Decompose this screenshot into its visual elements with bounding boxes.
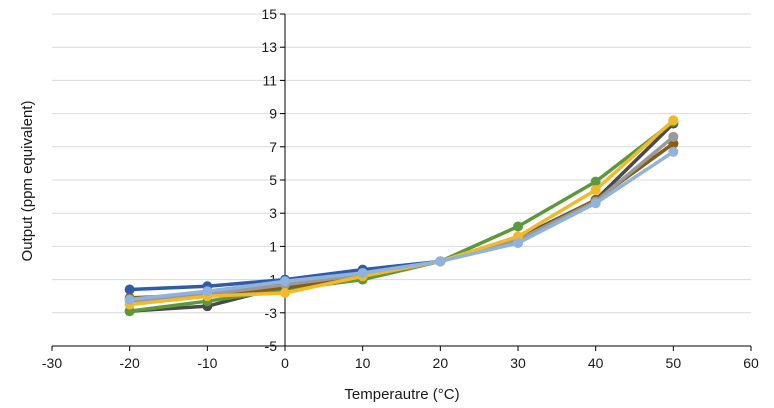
series-6-point	[280, 287, 290, 298]
series-2-point	[590, 176, 601, 187]
series-7-point	[590, 198, 601, 209]
gridlines	[52, 13, 751, 347]
series-line-7	[129, 150, 675, 302]
y-tick-label: 9	[269, 106, 277, 122]
series-7-point	[668, 146, 679, 157]
y-tick-label: 11	[262, 72, 277, 88]
x-tick-label: 10	[355, 355, 371, 371]
x-tick-label: 60	[743, 355, 759, 371]
x-tick-label: 40	[588, 355, 604, 371]
y-tick-label: 3	[269, 205, 277, 221]
x-tick-label: -20	[120, 355, 140, 371]
series-7-point	[124, 294, 135, 305]
y-tick-label: 5	[269, 172, 277, 188]
y-tick-label: 1	[269, 238, 277, 254]
series-2-point	[513, 221, 523, 232]
x-axis-title: Temperautre (°C)	[344, 386, 459, 403]
y-tick-label: 7	[269, 139, 277, 155]
x-tick-label: 30	[510, 355, 526, 371]
y-tick-label: 15	[261, 6, 277, 22]
series-7-point	[202, 286, 213, 297]
series-3-point	[124, 284, 135, 295]
y-tick-label: -3	[265, 305, 278, 321]
series-6-point	[668, 115, 679, 126]
y-axis-title: Output (ppm equivalent)	[19, 101, 36, 262]
series-6-point	[590, 184, 601, 195]
series-7-point	[513, 238, 523, 249]
x-tick-label: 20	[433, 355, 449, 371]
x-tick-label: 50	[666, 355, 682, 371]
series-7-point	[357, 267, 368, 278]
series-5-point	[668, 131, 679, 142]
x-tick-label: 0	[281, 355, 289, 371]
series-7-point	[280, 276, 290, 287]
y-tick-label: -5	[265, 338, 278, 354]
y-tick-label: 13	[261, 39, 277, 55]
series-group	[124, 115, 679, 317]
series-7-point	[435, 256, 446, 267]
x-tick-label: -10	[197, 355, 217, 371]
x-tick-label: -30	[42, 355, 62, 371]
